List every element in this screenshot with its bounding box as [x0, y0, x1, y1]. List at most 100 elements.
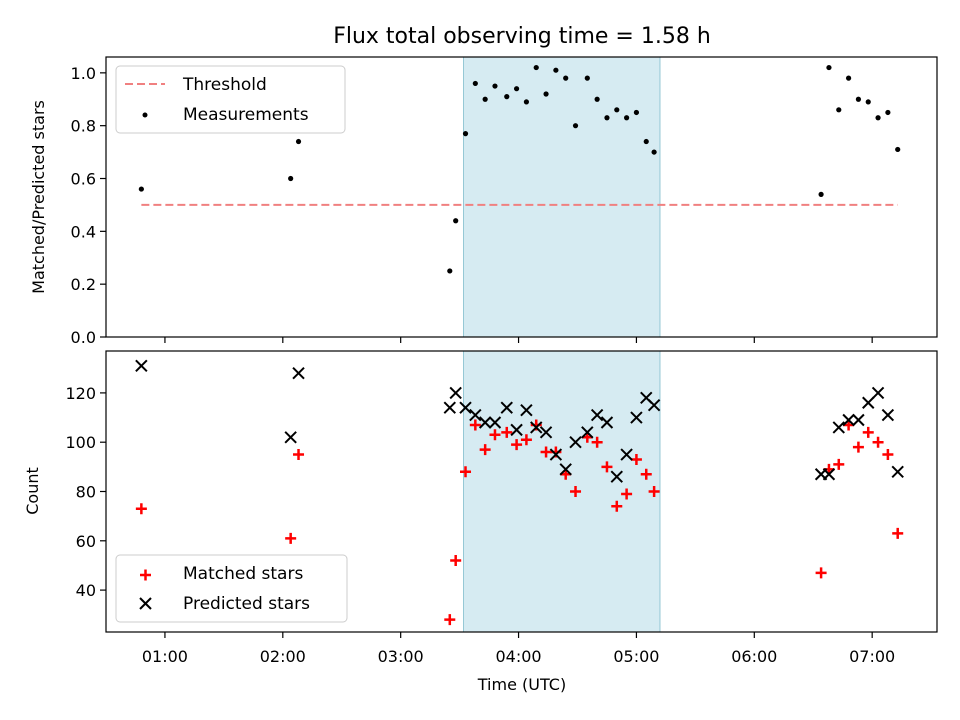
- measurement-point: [472, 80, 478, 87]
- bottom-y-ticks: 40 60 80 100 120: [65, 384, 106, 600]
- matched-star-point: [852, 441, 864, 453]
- top-legend-box: [115, 65, 346, 134]
- measurement-point: [895, 146, 901, 153]
- predicted-star-point: [478, 416, 492, 429]
- predicted-star-point: [590, 408, 604, 422]
- predicted-star-point: [600, 416, 614, 429]
- predicted-star-point: [871, 386, 885, 400]
- measurement-point: [855, 96, 862, 102]
- measurement-point: [543, 91, 549, 97]
- matched-star-point: [648, 486, 660, 497]
- predicted-star-point: [559, 463, 572, 476]
- measurement-point: [533, 64, 539, 71]
- matched-star-point: [640, 468, 652, 480]
- predicted-star-point: [500, 401, 513, 414]
- bottom-legend: Matched stars Predicted stars: [115, 554, 348, 623]
- bottom-panel: 40 60 80 100 120 01:00 02:00 03:00 04:00 05:00 06…: [23, 350, 938, 694]
- bottom-legend-box: [115, 554, 348, 623]
- predicted-stars-legend-label: Predicted stars: [183, 594, 310, 614]
- predicted-star-point: [610, 470, 623, 483]
- y-tick-label: 0.8: [71, 117, 96, 136]
- predicted-stars-legend-swatch: [139, 597, 152, 610]
- y-tick-label: 1.0: [71, 64, 96, 83]
- predicted-star-point: [135, 359, 148, 372]
- matched-star-point: [450, 555, 462, 567]
- measurement-point: [523, 99, 530, 105]
- matched-star-point: [611, 500, 623, 512]
- measurement-point: [845, 75, 852, 81]
- x-axis-label: Time (UTC): [477, 675, 566, 694]
- y-tick-label: 100: [65, 433, 96, 452]
- x-tick-label: 01:00: [142, 647, 188, 666]
- matched-star-point: [882, 449, 894, 461]
- measurement-point: [836, 107, 842, 113]
- y-tick-label: 40: [76, 581, 96, 600]
- predicted-star-point: [630, 411, 643, 424]
- measurement-point: [572, 123, 579, 129]
- measurement-point: [633, 109, 640, 116]
- matched-star-point: [815, 567, 827, 579]
- predicted-star-point: [862, 396, 875, 409]
- threshold-legend-label: Threshold: [182, 75, 267, 95]
- predicted-star-point: [891, 465, 904, 478]
- measurement-point: [462, 131, 469, 137]
- predicted-star-point: [647, 399, 661, 412]
- predicted-star-point: [620, 448, 633, 461]
- x-tick-label: 05:00: [613, 647, 659, 666]
- predicted-star-point: [842, 413, 855, 427]
- predicted-star-point: [449, 386, 462, 400]
- predicted-stars-series: [135, 359, 904, 483]
- predicted-star-point: [549, 448, 563, 461]
- matched-star-point: [489, 429, 501, 441]
- predicted-star-point: [539, 426, 553, 439]
- predicted-star-point: [581, 426, 594, 439]
- y-tick-label: 0.2: [71, 275, 96, 294]
- matched-star-point: [570, 486, 582, 497]
- measurement-point: [288, 175, 294, 182]
- y-tick-label: 0.6: [71, 170, 96, 189]
- matched-star-point: [630, 453, 642, 465]
- matched-star-point: [135, 503, 147, 515]
- matched-star-point: [591, 436, 603, 448]
- bottom-y-axis-label: Count: [23, 467, 42, 515]
- measurements-legend-swatch: [142, 112, 148, 118]
- x-tick-label: 02:00: [260, 647, 306, 666]
- bottom-panel-frame: [105, 350, 938, 633]
- measurement-point: [594, 96, 600, 102]
- matched-stars-legend-label: Matched stars: [183, 564, 303, 584]
- matched-star-point: [833, 458, 845, 470]
- top-x-ticks: [164, 337, 873, 343]
- matched-star-point: [872, 436, 884, 448]
- matched-star-point: [511, 439, 523, 451]
- measurement-point: [553, 67, 559, 73]
- matched-star-point: [460, 466, 472, 478]
- matched-stars-legend-swatch: [140, 569, 151, 581]
- matched-star-point: [520, 434, 532, 446]
- chart-title: Flux total observing time = 1.58 h: [333, 24, 711, 49]
- measurement-point: [295, 138, 302, 145]
- bottom-x-ticks: 01:00 02:00 03:00 04:00 05:00 06:00 07:00: [142, 632, 895, 666]
- predicted-star-point: [822, 468, 836, 481]
- top-panel-shaded-region: [463, 56, 661, 338]
- predicted-star-point: [488, 416, 502, 429]
- measurement-point: [865, 99, 871, 105]
- measurement-point: [826, 64, 832, 71]
- measurement-point: [818, 191, 824, 197]
- matched-star-point: [293, 449, 305, 461]
- measurement-point: [875, 115, 881, 121]
- predicted-star-point: [469, 408, 482, 422]
- measurement-point: [482, 96, 488, 102]
- predicted-star-point: [284, 431, 297, 444]
- matched-star-point: [469, 419, 481, 431]
- measurement-point: [624, 115, 630, 121]
- predicted-star-point: [832, 421, 845, 434]
- y-tick-label: 0.4: [71, 222, 96, 241]
- top-panel: 0.0 0.2 0.4 0.6 0.8 1.0 Matched/Predicted sta…: [29, 56, 938, 347]
- matched-star-point: [479, 444, 491, 456]
- measurements-series: [138, 64, 901, 274]
- x-tick-label: 04:00: [495, 647, 541, 666]
- top-legend: Threshold Measurements: [115, 65, 346, 134]
- matched-star-point: [444, 614, 456, 626]
- predicted-star-point: [292, 366, 305, 380]
